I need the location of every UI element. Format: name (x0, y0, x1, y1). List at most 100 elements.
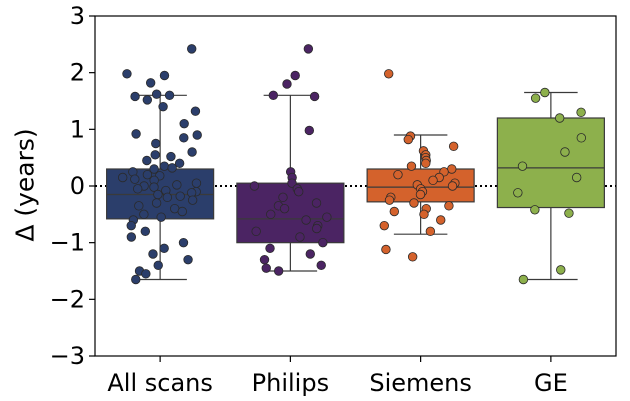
data-point (517, 161, 528, 171)
data-point (560, 147, 570, 157)
data-point (131, 274, 141, 285)
points-layer (117, 44, 587, 285)
data-point (419, 209, 429, 220)
data-point (150, 150, 160, 160)
data-point (273, 266, 284, 276)
data-point (183, 254, 193, 265)
y-axis-ticks: −3 −2 −1 0 1 2 3 (50, 2, 95, 370)
data-point (381, 244, 391, 255)
data-point (187, 195, 198, 205)
data-point (179, 118, 189, 129)
data-point (164, 90, 175, 101)
data-point (384, 69, 394, 79)
data-point (301, 215, 311, 225)
data-point (172, 180, 182, 190)
y-tick-label: −2 (50, 285, 85, 313)
x-tick-label: Philips (252, 369, 329, 397)
data-point (305, 249, 315, 259)
data-point (576, 107, 586, 118)
data-point (379, 220, 389, 231)
data-point (322, 212, 332, 222)
data-point (304, 125, 315, 136)
data-point (421, 158, 431, 169)
data-point (140, 226, 151, 237)
data-point (151, 138, 161, 149)
data-point (153, 260, 163, 271)
data-point (122, 69, 132, 79)
data-point (576, 133, 587, 143)
data-point (167, 163, 177, 173)
data-point (259, 254, 270, 265)
data-point (530, 205, 540, 215)
data-point (436, 215, 446, 225)
data-point (530, 93, 541, 103)
data-point (303, 44, 314, 54)
x-tick-label: GE (534, 369, 568, 397)
data-point (178, 237, 189, 248)
data-point (409, 198, 419, 208)
data-point (448, 141, 459, 152)
data-point (156, 212, 166, 222)
data-point (311, 198, 322, 208)
data-point (130, 174, 140, 184)
data-point (554, 113, 565, 123)
data-point (290, 70, 300, 81)
data-point (158, 101, 168, 112)
y-tick-label: 3 (70, 2, 85, 30)
data-point (151, 89, 162, 99)
data-point (153, 189, 163, 200)
data-point (139, 209, 149, 220)
data-point (518, 274, 529, 285)
data-point (407, 252, 418, 262)
data-point (132, 184, 143, 194)
data-point (159, 243, 169, 254)
data-point (571, 172, 582, 183)
data-point (187, 147, 197, 157)
y-tick-label: 0 (70, 172, 85, 200)
data-point (174, 158, 185, 169)
data-point (403, 134, 413, 145)
data-point (282, 79, 292, 89)
data-point (142, 155, 152, 166)
data-point (393, 169, 403, 180)
data-point (287, 178, 297, 188)
data-point (175, 191, 185, 201)
data-point (142, 169, 153, 180)
y-tick-label: −3 (50, 342, 85, 370)
data-point (444, 201, 454, 211)
data-point (309, 91, 320, 102)
y-axis-title: Δ (years) (11, 128, 40, 241)
data-point (162, 192, 173, 203)
data-point (293, 186, 304, 197)
data-point (145, 78, 156, 88)
data-point (384, 195, 395, 205)
data-point (415, 189, 426, 200)
data-point (556, 265, 566, 275)
data-point (166, 151, 176, 162)
data-point (126, 232, 137, 242)
data-point (249, 181, 260, 191)
data-point (117, 172, 128, 183)
data-point (151, 198, 162, 208)
data-point (148, 249, 158, 259)
data-point (316, 260, 326, 271)
data-point (177, 206, 187, 217)
data-point (564, 208, 574, 218)
data-point (389, 206, 399, 217)
x-tick-label: All scans (107, 369, 213, 397)
data-point (428, 175, 438, 186)
data-point (149, 182, 159, 192)
data-point (278, 192, 288, 203)
data-point (513, 188, 523, 198)
data-point (142, 95, 153, 105)
y-tick-label: 2 (70, 59, 85, 87)
data-point (187, 44, 197, 54)
boxes-layer (106, 91, 605, 281)
data-point (134, 201, 144, 211)
data-point (251, 226, 261, 237)
data-point (295, 232, 305, 242)
data-point (192, 130, 202, 140)
data-point (149, 164, 159, 174)
y-tick-label: −1 (50, 229, 85, 257)
